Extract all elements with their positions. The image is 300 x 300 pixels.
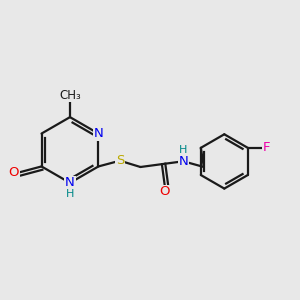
Text: H: H	[179, 146, 188, 155]
Text: N: N	[94, 127, 103, 140]
Text: O: O	[8, 166, 19, 178]
Text: H: H	[66, 189, 74, 199]
Text: S: S	[116, 154, 124, 167]
Text: F: F	[263, 141, 270, 154]
Text: CH₃: CH₃	[59, 88, 81, 102]
Text: N: N	[65, 176, 75, 189]
Text: O: O	[160, 185, 170, 198]
Text: N: N	[178, 155, 188, 168]
